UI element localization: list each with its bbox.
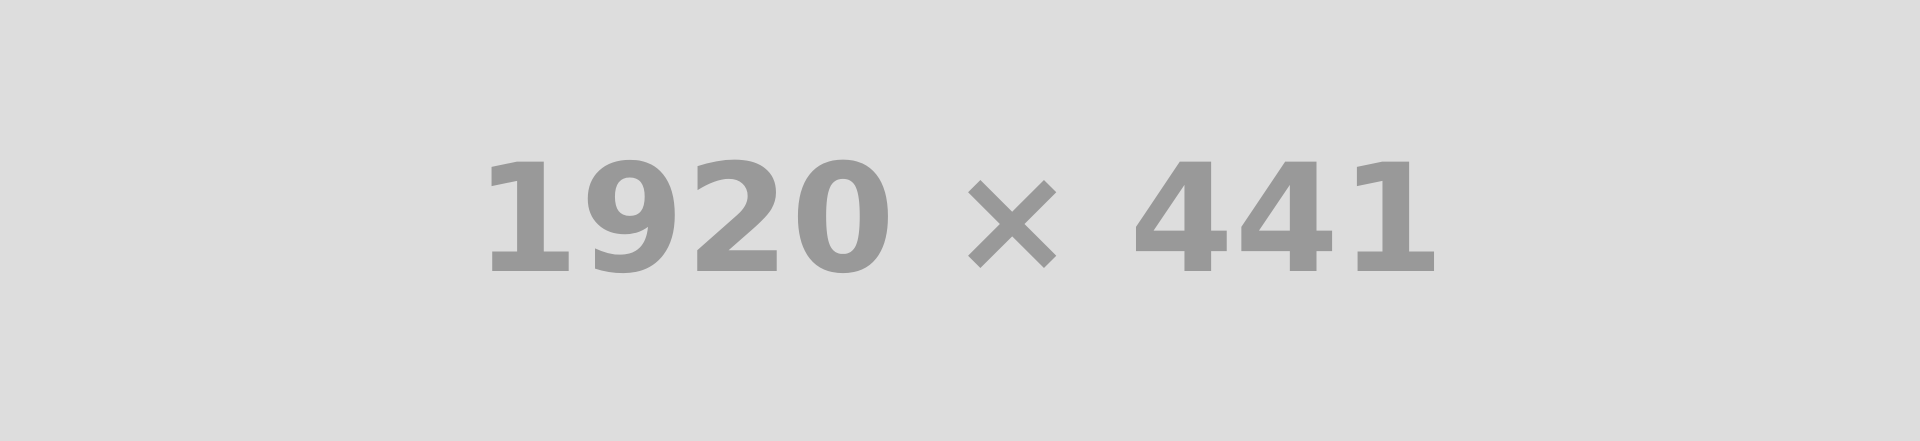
dimensions-label: 1920 × 441 xyxy=(474,132,1446,307)
